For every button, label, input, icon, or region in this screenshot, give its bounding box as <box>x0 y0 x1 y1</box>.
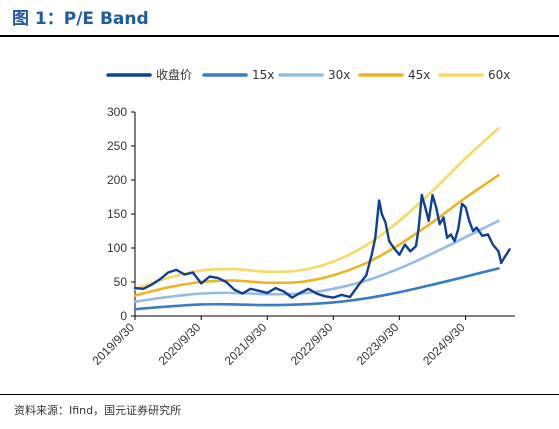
figure-title: 图 1：P/E Band <box>12 9 149 29</box>
y-tick-label: 0 <box>120 309 127 323</box>
legend-label: 30x <box>328 68 350 82</box>
source-note: 资料来源：Ifind，国元证券研究所 <box>14 404 182 417</box>
legend-label: 45x <box>408 68 430 82</box>
y-tick-label: 150 <box>107 207 127 221</box>
x-tick-label: 2020/9/30 <box>156 320 204 368</box>
legend-label: 收盘价 <box>156 67 192 82</box>
series-line-close <box>133 193 511 299</box>
x-tick-label: 2021/9/30 <box>222 320 270 368</box>
y-tick-label: 50 <box>114 275 128 289</box>
x-tick-label: 2022/9/30 <box>288 320 336 368</box>
series-line-15x <box>133 267 500 311</box>
y-tick-label: 100 <box>107 241 127 255</box>
series-line-45x <box>133 173 500 297</box>
y-tick-label: 300 <box>107 105 127 119</box>
x-tick-label: 2019/9/30 <box>89 320 137 368</box>
bottom-rule <box>0 394 559 395</box>
y-tick-label: 200 <box>107 173 127 187</box>
legend-label: 15x <box>252 68 274 82</box>
top-rule <box>0 35 559 37</box>
x-tick-label: 2024/9/30 <box>420 320 468 368</box>
y-tick-label: 250 <box>107 139 127 153</box>
x-tick-label: 2023/9/30 <box>354 320 402 368</box>
series-line-30x <box>133 219 500 303</box>
series-line-60x <box>133 127 500 291</box>
legend-label: 60x <box>488 68 510 82</box>
